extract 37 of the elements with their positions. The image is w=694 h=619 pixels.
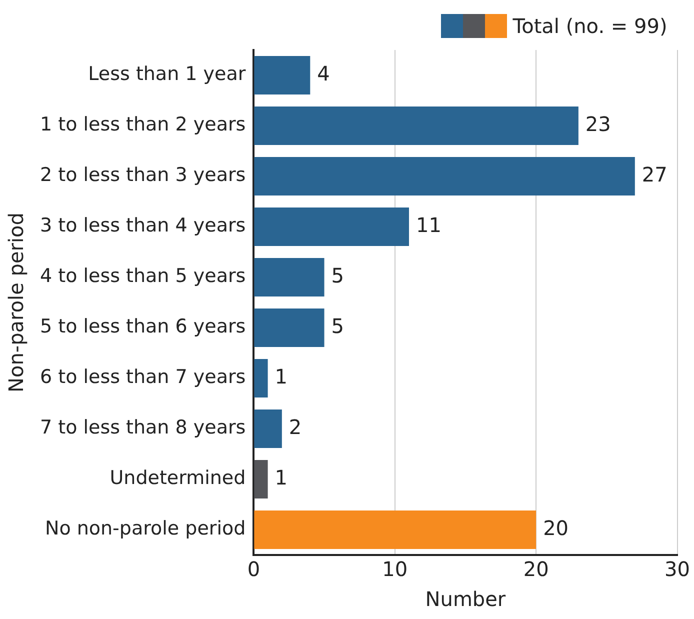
- y-tick-label: 2 to less than 3 years: [40, 164, 246, 186]
- data-label: 2: [288, 414, 302, 439]
- bar: [254, 208, 409, 246]
- x-axis-title: Number: [425, 587, 506, 612]
- x-tick-label: 30: [664, 557, 690, 582]
- bar: [254, 308, 324, 347]
- y-tick-label: 4 to less than 5 years: [40, 265, 246, 288]
- bar: [254, 510, 536, 549]
- x-tick-label: 0: [247, 557, 260, 582]
- x-tick-label: 10: [382, 557, 408, 582]
- data-label: 20: [543, 516, 569, 540]
- y-tick-label: Less than 1 year: [88, 63, 246, 86]
- data-label: 1: [274, 364, 288, 388]
- bar: [254, 56, 310, 94]
- bar: [254, 258, 324, 296]
- legend-label: Total (no. = 99): [512, 14, 668, 38]
- bar: [254, 106, 578, 145]
- y-tick-label: Undetermined: [110, 467, 246, 490]
- data-label: 1: [274, 465, 288, 490]
- data-label: 11: [416, 212, 442, 237]
- y-tick-label: No non-parole period: [44, 518, 246, 540]
- bar: [254, 410, 282, 448]
- y-tick-label: 7 to less than 8 years: [40, 416, 246, 439]
- y-tick-label: 5 to less than 6 years: [40, 316, 246, 338]
- bar: [254, 460, 268, 498]
- bar: [254, 359, 268, 398]
- bar: [254, 157, 635, 196]
- data-label: 27: [642, 162, 668, 186]
- data-label: 5: [331, 263, 344, 288]
- data-label: 4: [317, 61, 330, 86]
- data-label: 5: [331, 314, 344, 338]
- y-tick-label: 6 to less than 7 years: [40, 366, 246, 388]
- y-tick-label: 1 to less than 2 years: [40, 114, 246, 136]
- x-tick-label: 20: [523, 557, 549, 582]
- y-tick-label: 3 to less than 4 years: [40, 214, 246, 237]
- data-label: 23: [585, 112, 611, 136]
- y-axis-title: Non-parole period: [4, 212, 28, 392]
